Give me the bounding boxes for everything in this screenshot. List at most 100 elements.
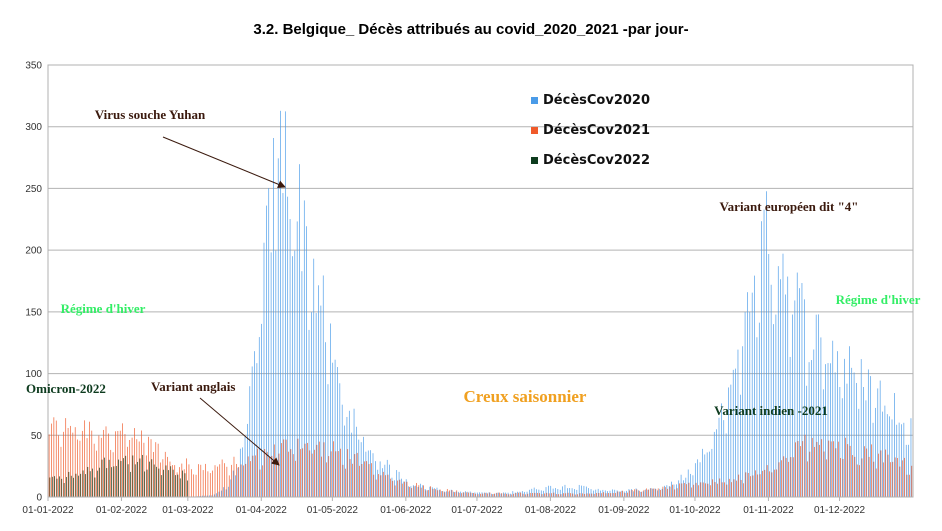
y-tick-label: 350 — [25, 61, 42, 72]
bar-DécèsCov2021 — [819, 444, 820, 497]
bar-DécèsCov2021 — [693, 484, 695, 497]
bar-DécèsCov2020 — [664, 485, 665, 497]
x-tick-label: 01-06-2022 — [380, 505, 432, 516]
bar-DécèsCov2022 — [61, 478, 63, 497]
bar-DécèsCov2021 — [432, 488, 434, 497]
bar-DécèsCov2020 — [258, 337, 260, 497]
bar-DécèsCov2020 — [398, 471, 400, 497]
y-axis-ticks: 0 50 100 150 200 250 300 350 — [25, 61, 42, 504]
bar-DécèsCov2020 — [744, 311, 746, 497]
x-tick-label: 01-11-2022 — [743, 505, 794, 516]
bar-DécèsCov2022 — [75, 473, 77, 497]
bar-DécèsCov2021 — [269, 456, 270, 497]
bar-DécèsCov2021 — [864, 446, 865, 497]
bar-DécèsCov2021 — [610, 493, 612, 497]
bar-DécèsCov2021 — [58, 435, 59, 497]
bar-DécèsCov2020 — [652, 488, 653, 497]
bar-DécèsCov2020 — [476, 492, 478, 497]
bar-DécèsCov2021 — [783, 456, 785, 497]
bar-DécèsCov2021 — [86, 438, 88, 497]
bar-DécèsCov2020 — [792, 314, 793, 497]
bar-DécèsCov2020 — [299, 164, 300, 497]
bar-DécèsCov2020 — [330, 323, 331, 497]
bar-DécèsCov2020 — [822, 389, 824, 497]
bar-DécèsCov2020 — [261, 323, 262, 497]
bar-DécèsCov2021 — [890, 462, 891, 497]
bar-DécèsCov2020 — [512, 491, 514, 497]
bar-DécèsCov2021 — [316, 444, 318, 497]
bar-DécèsCov2020 — [875, 407, 876, 497]
bar-DécèsCov2021 — [762, 470, 763, 497]
bar-DécèsCov2022 — [156, 466, 157, 497]
bar-DécèsCov2020 — [832, 340, 834, 497]
bar-DécèsCov2021 — [717, 483, 718, 497]
bar-DécèsCov2021 — [77, 439, 78, 497]
bar-DécèsCov2021 — [262, 465, 263, 497]
bar-DécèsCov2021 — [129, 439, 131, 497]
bar-DécèsCov2021 — [496, 492, 498, 497]
bar-DécèsCov2021 — [529, 492, 531, 497]
x-tick-label: 01-07-2022 — [451, 505, 503, 516]
bar-DécèsCov2020 — [455, 491, 457, 497]
bar-DécèsCov2021 — [643, 489, 645, 497]
bar-DécèsCov2022 — [106, 468, 108, 497]
bar-DécèsCov2022 — [99, 467, 101, 497]
bar-DécèsCov2020 — [401, 478, 402, 497]
bar-DécèsCov2021 — [515, 492, 517, 497]
bar-DécèsCov2020 — [204, 495, 206, 497]
bar-DécèsCov2020 — [412, 485, 414, 497]
bar-DécèsCov2021 — [404, 481, 405, 497]
bar-DécèsCov2020 — [659, 488, 661, 497]
bar-DécèsCov2020 — [244, 436, 246, 497]
bar-DécèsCov2021 — [245, 463, 247, 497]
bar-DécèsCov2020 — [237, 467, 239, 497]
bar-DécèsCov2021 — [67, 428, 69, 497]
bar-DécèsCov2020 — [446, 491, 447, 497]
bar-DécèsCov2021 — [835, 448, 837, 497]
bar-DécèsCov2020 — [531, 488, 533, 497]
bar-DécèsCov2021 — [712, 479, 714, 497]
bar-DécèsCov2020 — [718, 417, 720, 497]
bar-DécèsCov2021 — [522, 493, 524, 497]
bar-DécèsCov2020 — [370, 450, 371, 497]
bar-DécèsCov2020 — [479, 492, 480, 497]
bar-DécèsCov2020 — [405, 479, 407, 497]
bar-DécèsCov2020 — [538, 489, 540, 497]
bar-DécèsCov2021 — [582, 493, 583, 497]
bar-DécèsCov2021 — [740, 479, 742, 497]
bar-DécèsCov2021 — [93, 443, 95, 497]
bar-DécèsCov2021 — [72, 432, 74, 497]
bar-DécèsCov2021 — [91, 430, 93, 497]
bar-DécèsCov2020 — [564, 484, 566, 497]
bar-DécèsCov2020 — [221, 490, 222, 497]
bar-DécèsCov2021 — [382, 471, 384, 497]
bar-DécèsCov2021 — [807, 461, 808, 497]
bar-DécèsCov2021 — [503, 493, 505, 497]
bar-DécèsCov2021 — [302, 448, 304, 497]
bar-DécèsCov2020 — [780, 279, 781, 497]
bar-DécèsCov2022 — [134, 464, 136, 497]
bar-DécèsCov2020 — [687, 469, 689, 497]
bar-DécèsCov2020 — [763, 209, 765, 497]
bar-DécèsCov2021 — [425, 490, 427, 497]
bar-DécèsCov2021 — [845, 437, 846, 497]
y-tick-label: 150 — [25, 307, 42, 318]
bar-DécèsCov2020 — [429, 486, 431, 497]
bar-DécèsCov2020 — [555, 488, 556, 497]
bar-DécèsCov2020 — [782, 253, 784, 497]
bar-DécèsCov2021 — [752, 475, 754, 497]
bar-DécèsCov2021 — [733, 479, 735, 497]
bar-DécèsCov2021 — [593, 493, 595, 497]
bar-DécèsCov2022 — [151, 459, 153, 497]
y-tick-label: 100 — [25, 369, 42, 380]
bar-DécèsCov2021 — [880, 450, 882, 497]
bar-DécèsCov2021 — [551, 493, 552, 497]
bar-DécèsCov2021 — [337, 451, 339, 497]
bar-DécèsCov2020 — [365, 451, 367, 497]
bar-DécèsCov2020 — [623, 491, 625, 497]
bar-DécèsCov2020 — [360, 442, 362, 497]
bar-DécèsCov2020 — [526, 491, 528, 497]
bar-DécèsCov2021 — [236, 463, 237, 497]
bar-DécèsCov2022 — [175, 475, 176, 497]
bar-DécèsCov2022 — [101, 459, 103, 497]
